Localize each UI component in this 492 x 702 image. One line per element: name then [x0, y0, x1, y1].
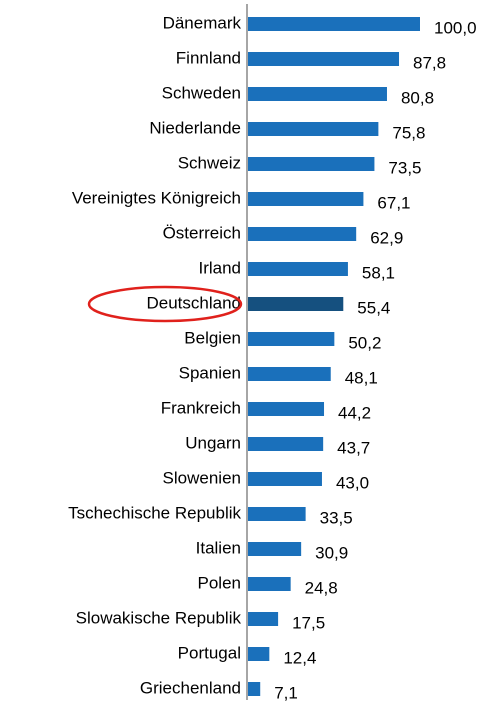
- value-label: 75,8: [392, 123, 425, 142]
- category-label: Finnland: [176, 48, 241, 67]
- bar: [248, 402, 325, 416]
- category-label: Belgien: [184, 328, 241, 347]
- bar: [248, 507, 306, 521]
- value-label: 30,9: [315, 543, 348, 562]
- bar: [248, 262, 348, 276]
- category-label: Irland: [198, 258, 241, 277]
- category-label: Vereinigtes Königreich: [72, 188, 241, 207]
- bar: [248, 52, 400, 66]
- bar: [248, 87, 387, 101]
- category-label: Spanien: [179, 363, 241, 382]
- category-label: Italien: [196, 538, 241, 557]
- category-label: Slowenien: [163, 468, 241, 487]
- value-label: 100,0: [434, 18, 477, 37]
- bar: [248, 577, 291, 591]
- bar: [248, 367, 331, 381]
- bar: [248, 332, 335, 346]
- value-label: 62,9: [370, 228, 403, 247]
- category-label: Deutschland: [146, 293, 241, 312]
- bar: [248, 122, 379, 136]
- value-label: 50,2: [348, 333, 381, 352]
- value-label: 67,1: [377, 193, 410, 212]
- value-label: 33,5: [320, 508, 353, 527]
- category-label: Tschechische Republik: [68, 503, 241, 522]
- bar: [248, 192, 364, 206]
- highlight-ellipse: [87, 285, 243, 323]
- category-label: Griechenland: [140, 678, 241, 697]
- value-label: 80,8: [401, 88, 434, 107]
- bar: [248, 472, 322, 486]
- category-label: Frankreich: [161, 398, 241, 417]
- bar: [248, 157, 375, 171]
- bar: [248, 542, 302, 556]
- value-label: 55,4: [357, 298, 390, 317]
- value-label: 24,8: [305, 578, 338, 597]
- value-label: 43,0: [336, 473, 369, 492]
- category-label: Dänemark: [163, 13, 242, 32]
- category-label: Österreich: [163, 223, 241, 242]
- bar: [248, 17, 420, 31]
- bar: [248, 297, 344, 311]
- value-label: 7,1: [274, 683, 298, 702]
- category-label: Schweden: [162, 83, 241, 102]
- bar: [248, 437, 324, 451]
- category-label: Schweiz: [178, 153, 241, 172]
- category-label: Slowakische Republik: [76, 608, 242, 627]
- category-label: Polen: [198, 573, 241, 592]
- value-label: 48,1: [345, 368, 378, 387]
- value-label: 17,5: [292, 613, 325, 632]
- category-label: Ungarn: [185, 433, 241, 452]
- value-label: 43,7: [337, 438, 370, 457]
- bar: [248, 647, 270, 661]
- value-label: 73,5: [388, 158, 421, 177]
- value-label: 87,8: [413, 53, 446, 72]
- value-label: 12,4: [283, 648, 316, 667]
- bar: [248, 227, 357, 241]
- bar: [248, 612, 279, 626]
- value-label: 44,2: [338, 403, 371, 422]
- category-label: Niederlande: [149, 118, 241, 137]
- category-label: Portugal: [178, 643, 241, 662]
- bar: [248, 682, 261, 696]
- value-label: 58,1: [362, 263, 395, 282]
